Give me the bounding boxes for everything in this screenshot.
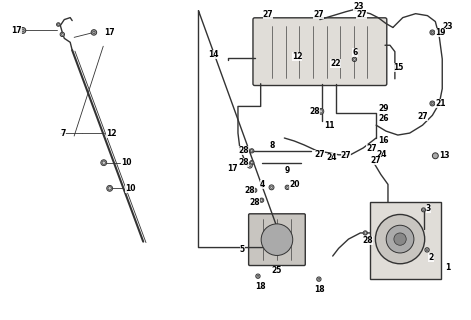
Circle shape [91,30,97,35]
Text: 27: 27 [263,10,273,19]
Circle shape [430,101,435,106]
Circle shape [317,277,321,281]
Text: 27: 27 [357,10,367,19]
Circle shape [352,57,357,61]
Text: 15: 15 [393,63,403,72]
Text: 27: 27 [313,10,324,19]
Text: 28: 28 [244,186,254,195]
Circle shape [57,23,60,26]
Circle shape [422,208,425,212]
Text: 18: 18 [255,282,266,291]
Circle shape [256,274,260,278]
Text: 28: 28 [250,198,260,207]
Circle shape [250,149,254,153]
Text: 11: 11 [325,121,335,130]
Text: 29: 29 [378,104,389,113]
Circle shape [60,32,65,36]
Text: 28: 28 [309,107,320,116]
Text: 28: 28 [238,146,249,155]
Circle shape [107,185,113,191]
Text: 1: 1 [445,263,450,272]
Circle shape [253,189,256,191]
Circle shape [363,231,367,235]
Text: 17: 17 [104,28,114,37]
Text: 18: 18 [314,284,325,293]
Bar [370,202,441,279]
Text: 17: 17 [11,26,22,35]
Circle shape [101,160,107,166]
Circle shape [20,28,26,33]
Text: 5: 5 [240,245,245,254]
Text: 21: 21 [435,99,446,108]
Text: 20: 20 [289,180,300,189]
Circle shape [250,161,254,165]
Text: 2: 2 [429,253,434,262]
Circle shape [318,108,324,114]
Text: 8: 8 [269,141,275,150]
FancyBboxPatch shape [253,18,387,85]
Circle shape [108,187,111,190]
Text: 6: 6 [352,48,357,58]
Text: 27: 27 [314,150,325,159]
Text: 27: 27 [341,151,351,160]
Text: 28: 28 [238,158,249,167]
Text: 12: 12 [106,129,116,138]
Circle shape [260,198,264,202]
Circle shape [430,30,435,35]
Text: 9: 9 [284,166,290,175]
Text: 17: 17 [227,164,238,173]
Circle shape [260,199,263,201]
Text: 19: 19 [435,28,446,37]
Circle shape [251,162,253,164]
Text: 23: 23 [442,22,453,31]
Circle shape [375,214,425,264]
Circle shape [261,224,293,255]
Circle shape [102,161,106,164]
Circle shape [386,225,414,253]
Text: 25: 25 [271,266,282,275]
Text: 10: 10 [122,158,132,167]
Text: 7: 7 [60,129,65,138]
Circle shape [251,150,253,152]
Text: 4: 4 [260,180,265,189]
Circle shape [364,232,366,234]
Circle shape [269,185,274,190]
Text: 12: 12 [292,52,302,61]
Text: 14: 14 [208,50,218,59]
Circle shape [432,153,439,159]
Circle shape [252,188,257,193]
Text: 22: 22 [330,59,341,68]
Text: 24: 24 [376,150,387,159]
Circle shape [319,110,323,113]
Circle shape [394,233,406,245]
Text: 27: 27 [418,112,428,121]
Text: 16: 16 [378,136,389,146]
Circle shape [285,185,290,189]
Text: 13: 13 [439,151,450,160]
Text: 27: 27 [370,156,381,165]
Text: 24: 24 [327,153,337,162]
Text: 27: 27 [366,144,377,153]
Text: 26: 26 [378,114,389,123]
Text: 28: 28 [362,236,373,245]
Text: 23: 23 [353,2,364,11]
FancyBboxPatch shape [249,214,305,266]
Circle shape [247,163,252,168]
Circle shape [425,248,429,252]
Text: 10: 10 [125,184,136,193]
Text: 3: 3 [426,204,431,213]
